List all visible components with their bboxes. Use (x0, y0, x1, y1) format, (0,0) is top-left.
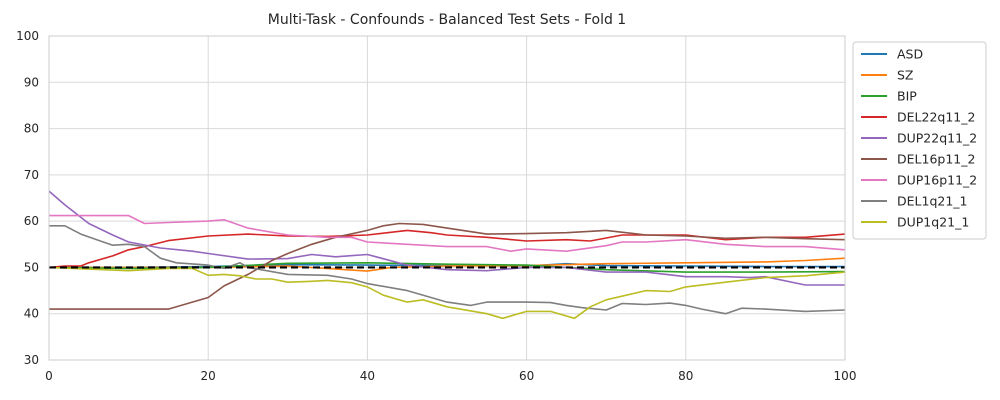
x-tick-label: 40 (360, 369, 375, 383)
x-tick-label: 100 (834, 369, 857, 383)
legend-label: DEL22q11_2 (897, 110, 975, 125)
grid (48, 35, 846, 361)
y-tick-label: 100 (16, 29, 39, 43)
legend-label: DUP16p11_2 (897, 173, 977, 188)
axis-ticks: 30 40 50 60 70 80 90 100 0 20 40 60 80 100 (16, 29, 856, 383)
legend-label: SZ (897, 68, 914, 83)
x-tick-label: 20 (201, 369, 216, 383)
x-tick-label: 0 (45, 369, 53, 383)
y-tick-label: 80 (24, 122, 39, 136)
legend-label: BIP (897, 89, 917, 104)
series-line-del16p11-2 (49, 222, 846, 310)
legend-label: DEL16p11_2 (897, 152, 975, 167)
legend-label: ASD (897, 47, 923, 62)
legend-label: DEL1q21_1 (897, 194, 967, 209)
y-tick-label: 50 (24, 260, 39, 274)
x-tick-label: 80 (678, 369, 693, 383)
y-tick-label: 30 (24, 353, 39, 367)
series-line-dup16p11-2 (49, 214, 846, 252)
x-tick-label: 60 (519, 369, 534, 383)
y-tick-label: 60 (24, 214, 39, 228)
y-tick-label: 40 (24, 307, 39, 321)
series-line-dup1q21-1 (48, 266, 846, 320)
legend-label: DUP1q21_1 (897, 215, 969, 230)
legend: ASD SZ BIP DEL22q11_2 DUP22q11_2 DEL16p11_2 DU… (852, 41, 987, 240)
y-tick-label: 90 (24, 75, 39, 89)
legend-frame (852, 41, 987, 240)
series-line-dup22q11-2 (48, 190, 845, 286)
legend-label: DUP22q11_2 (897, 131, 977, 146)
series-lines (48, 190, 846, 320)
plot-frame (48, 35, 846, 361)
y-tick-label: 70 (24, 168, 39, 182)
chart-title: Multi-Task - Confounds - Balanced Test S… (268, 12, 626, 28)
series-line-del1q21-1 (49, 225, 846, 315)
